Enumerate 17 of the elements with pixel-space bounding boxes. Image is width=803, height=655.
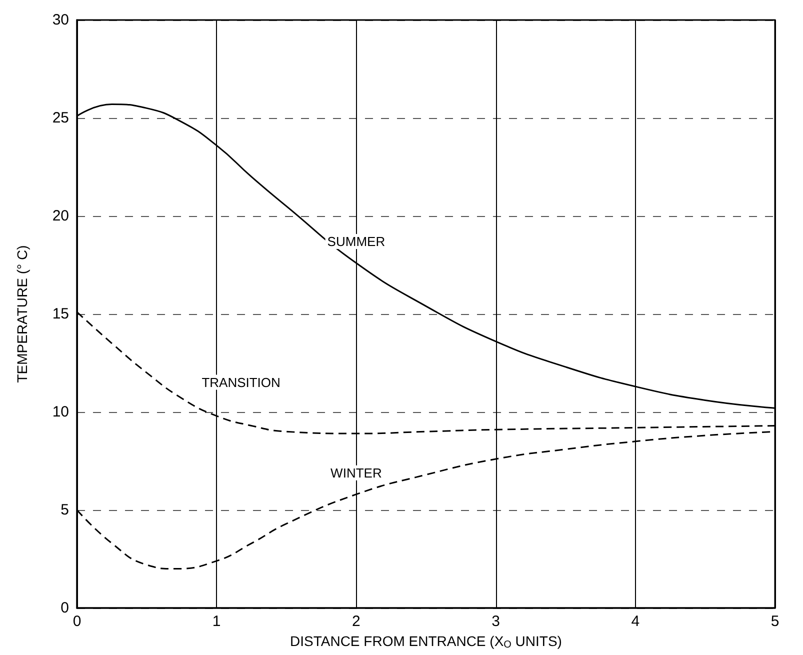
y-tick-label: 5 — [60, 502, 69, 518]
series-label: SUMMER — [327, 234, 386, 250]
y-axis-title: TEMPERATURE (° C) — [14, 245, 30, 383]
x-tick-label: 2 — [352, 613, 360, 630]
series-label: TRANSITION — [202, 374, 280, 390]
y-tick-label: 0 — [60, 600, 69, 616]
y-tick-label: 10 — [52, 404, 69, 420]
x-tick-label: 4 — [631, 613, 640, 630]
x-tick-label: 5 — [770, 613, 780, 630]
series-label: WINTER — [330, 465, 382, 480]
x-tick-label: 3 — [492, 613, 500, 630]
x-tick-label: 0 — [72, 613, 82, 630]
y-tick-label: 15 — [52, 306, 69, 322]
y-tick-label: 20 — [52, 208, 69, 224]
y-tick-label: 30 — [52, 12, 69, 28]
x-tick-label: 1 — [212, 613, 221, 630]
y-tick-label: 25 — [52, 110, 69, 126]
